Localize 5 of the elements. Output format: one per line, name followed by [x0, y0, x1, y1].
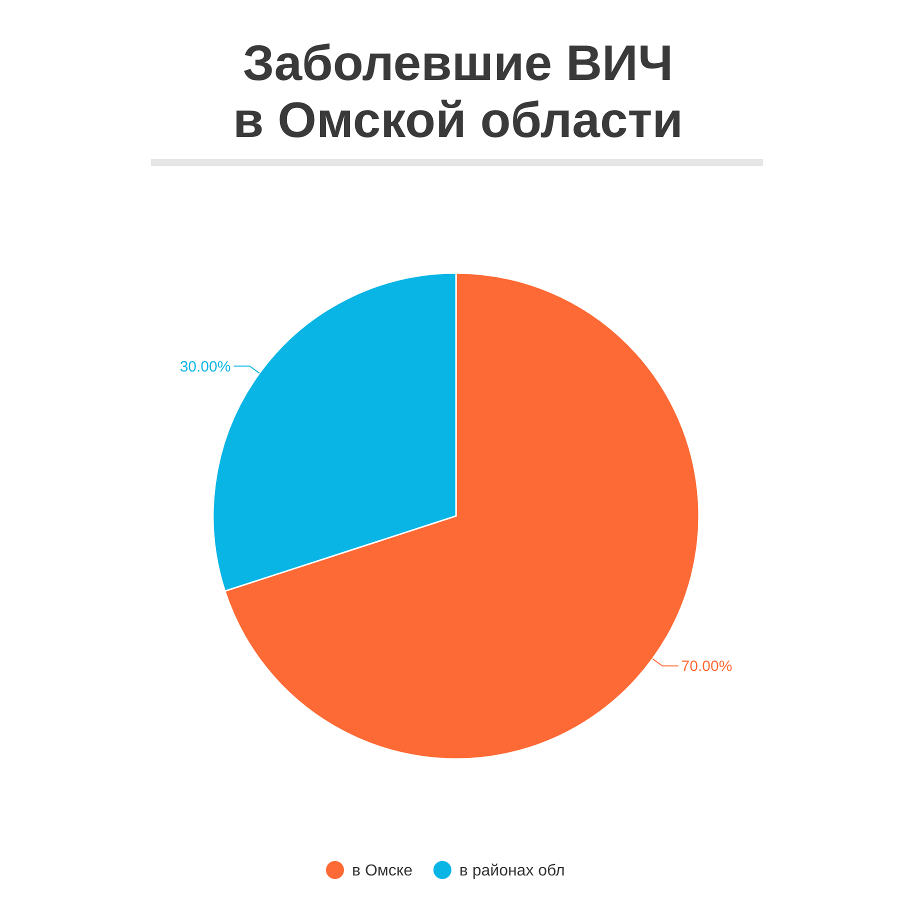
- legend-label: в районах обл: [459, 862, 565, 880]
- legend-label: в Омске: [352, 862, 413, 880]
- chart-title: Заболевшие ВИЧ в Омской области: [233, 35, 683, 148]
- data-label: 30.00%: [180, 358, 231, 376]
- data-label: 70.00%: [681, 658, 732, 676]
